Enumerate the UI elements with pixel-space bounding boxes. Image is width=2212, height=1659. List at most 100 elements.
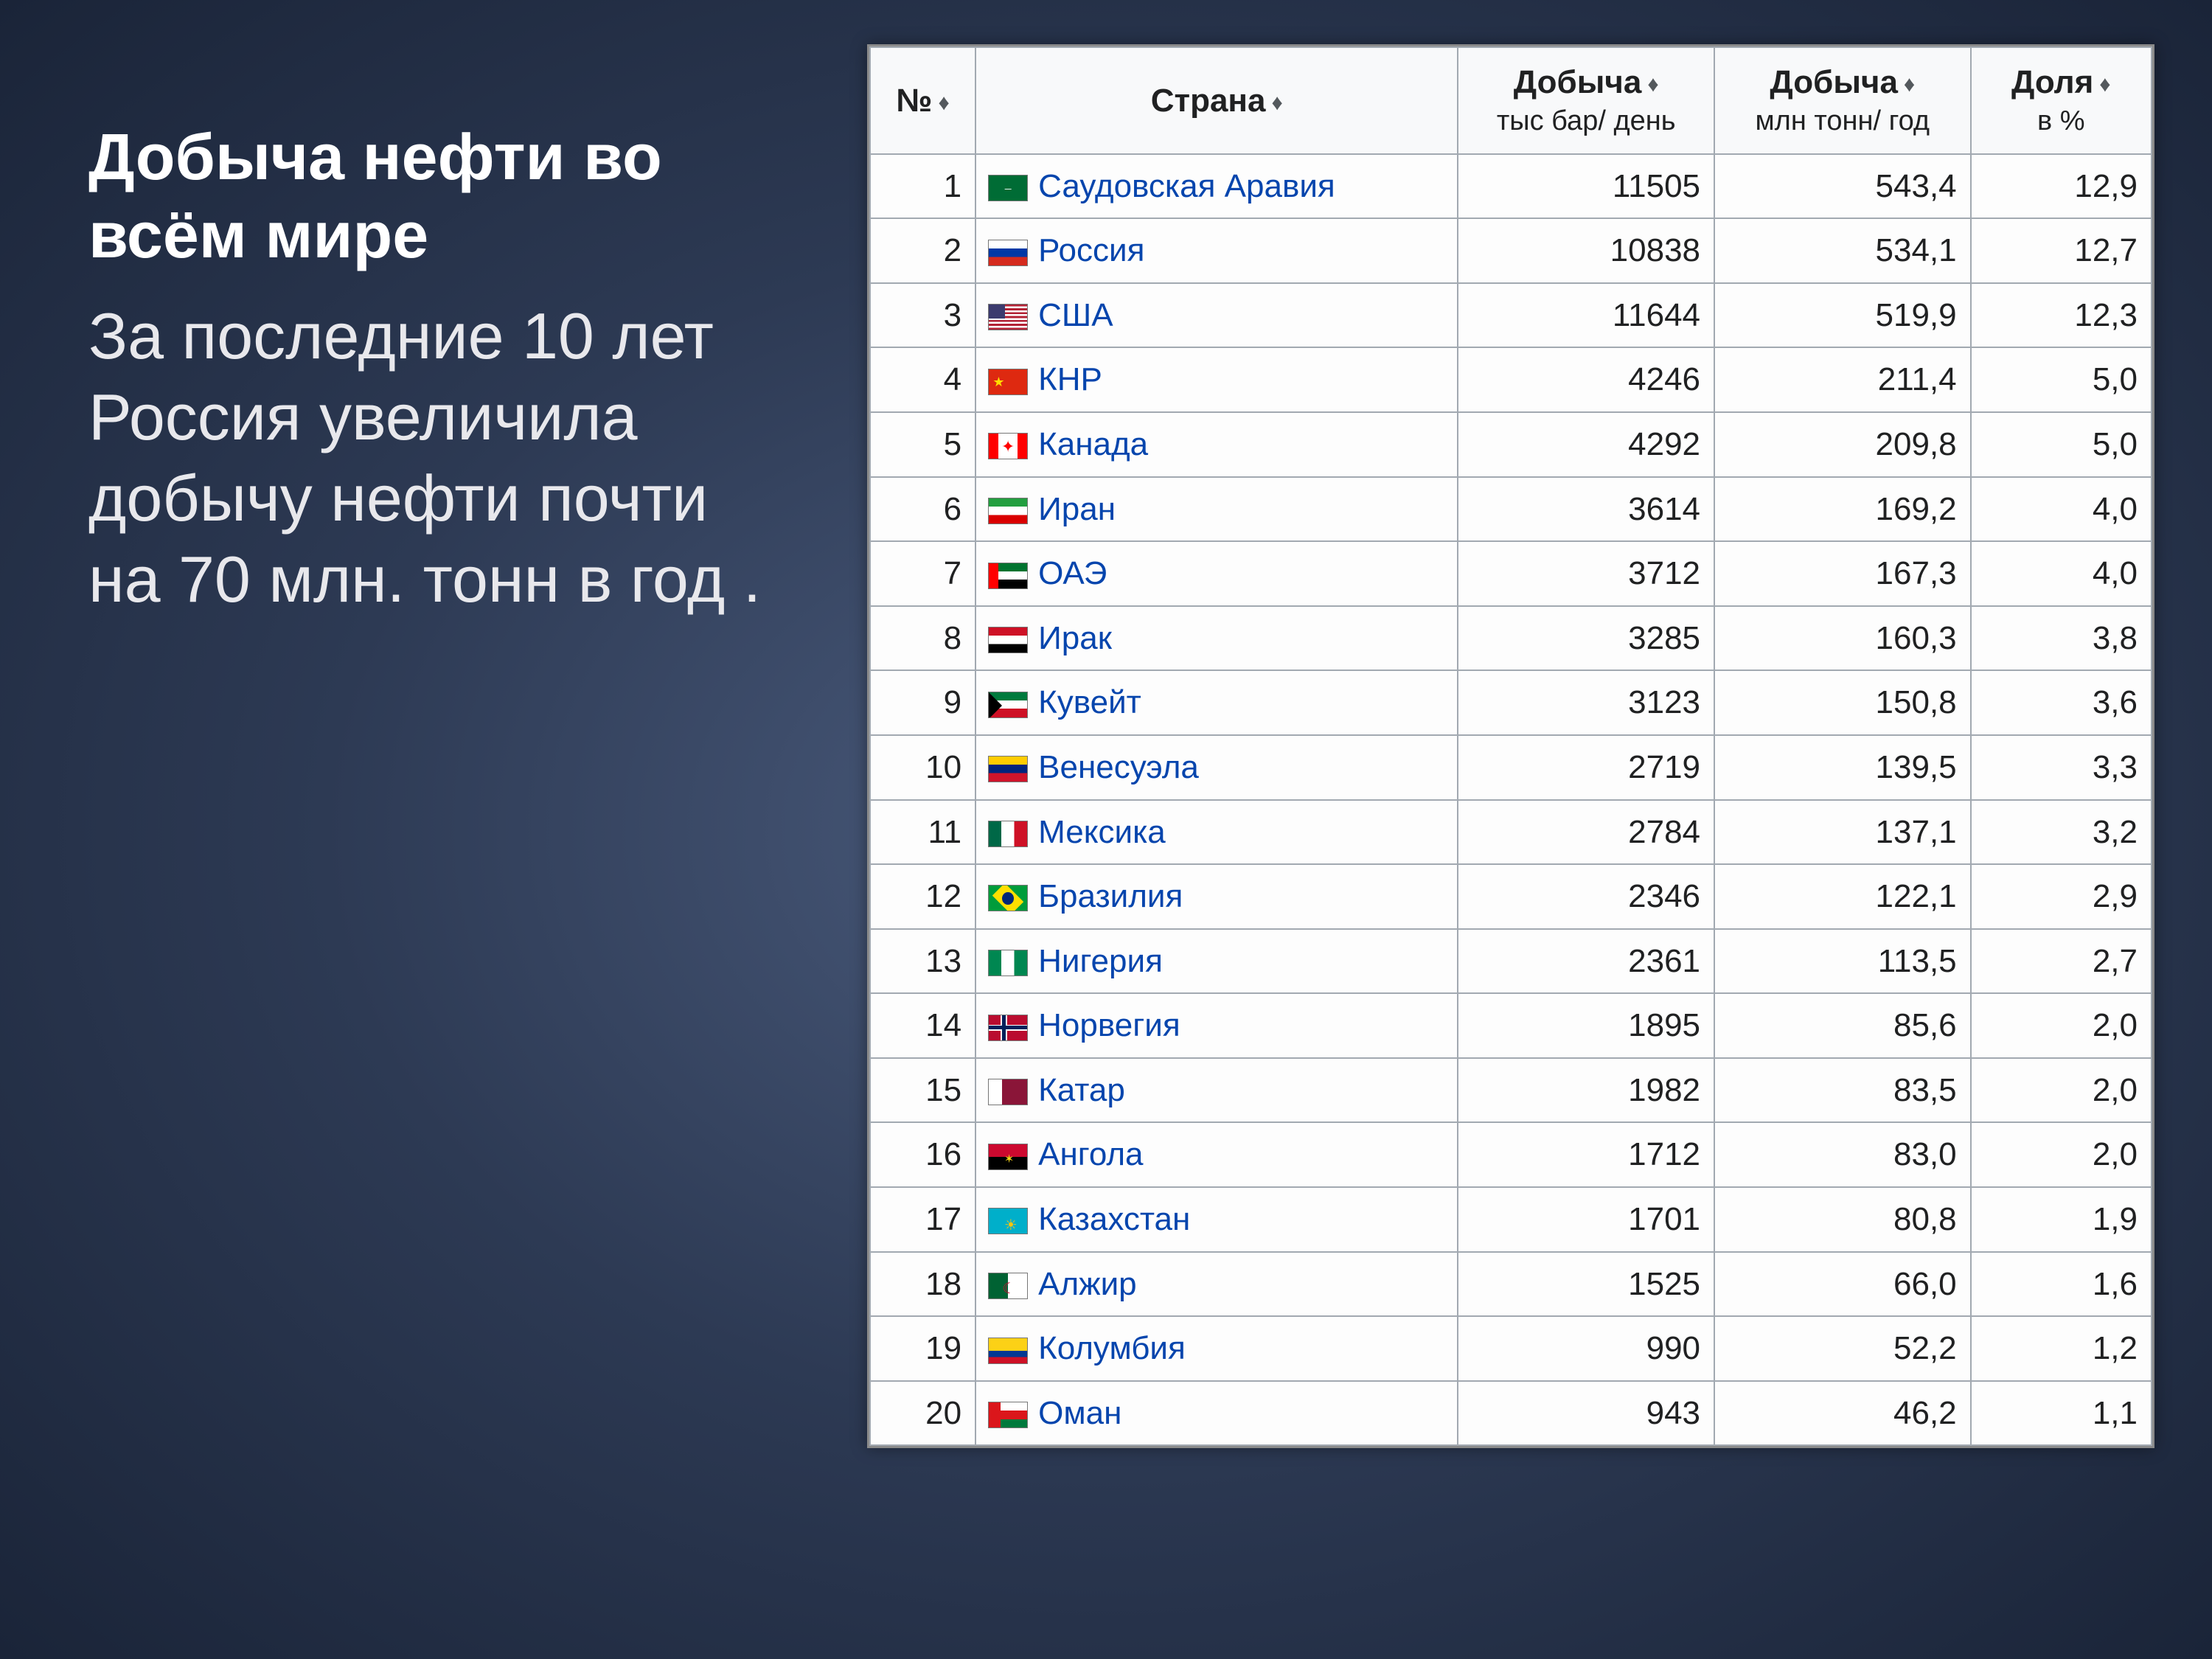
rank-cell: 9 bbox=[870, 670, 975, 735]
country-link[interactable]: Колумбия bbox=[1038, 1330, 1186, 1366]
country-cell: Россия bbox=[975, 218, 1458, 283]
country-link[interactable]: Алжир bbox=[1038, 1266, 1137, 1302]
country-link[interactable]: Ангола bbox=[1038, 1136, 1143, 1172]
barrels-cell: 3123 bbox=[1458, 670, 1714, 735]
share-cell: 4,0 bbox=[1971, 477, 2152, 542]
country-link[interactable]: Нигерия bbox=[1038, 943, 1163, 979]
country-link[interactable]: Бразилия bbox=[1038, 878, 1183, 914]
rank-cell: 4 bbox=[870, 347, 975, 412]
tonnes-cell: 519,9 bbox=[1714, 283, 1971, 348]
country-link[interactable]: Норвегия bbox=[1038, 1007, 1180, 1043]
flag-icon: ✦ bbox=[988, 433, 1028, 459]
country-cell: Норвегия bbox=[975, 993, 1458, 1058]
share-cell: 2,0 bbox=[1971, 993, 2152, 1058]
table-row: 6Иран3614169,24,0 bbox=[870, 477, 2152, 542]
barrels-cell: 990 bbox=[1458, 1316, 1714, 1381]
country-cell: США bbox=[975, 283, 1458, 348]
tonnes-cell: 211,4 bbox=[1714, 347, 1971, 412]
barrels-cell: 3285 bbox=[1458, 606, 1714, 671]
rank-cell: 8 bbox=[870, 606, 975, 671]
tonnes-cell: 139,5 bbox=[1714, 735, 1971, 800]
country-link[interactable]: Казахстан bbox=[1038, 1201, 1190, 1237]
rank-cell: 11 bbox=[870, 800, 975, 865]
flag-icon bbox=[988, 1015, 1028, 1041]
table-row: 16✶Ангола171283,02,0 bbox=[870, 1122, 2152, 1187]
share-cell: 2,0 bbox=[1971, 1058, 2152, 1123]
table-body: 1ـــСаудовская Аравия11505543,412,92Росс… bbox=[870, 154, 2152, 1446]
tonnes-cell: 137,1 bbox=[1714, 800, 1971, 865]
barrels-cell: 1982 bbox=[1458, 1058, 1714, 1123]
country-link[interactable]: ОАЭ bbox=[1038, 555, 1107, 591]
country-cell: Мексика bbox=[975, 800, 1458, 865]
rank-cell: 12 bbox=[870, 864, 975, 929]
barrels-cell: 2346 bbox=[1458, 864, 1714, 929]
country-cell: Кувейт bbox=[975, 670, 1458, 735]
barrels-cell: 10838 bbox=[1458, 218, 1714, 283]
barrels-cell: 1895 bbox=[1458, 993, 1714, 1058]
country-link[interactable]: Ирак bbox=[1038, 620, 1112, 656]
tonnes-cell: 66,0 bbox=[1714, 1252, 1971, 1317]
country-link[interactable]: КНР bbox=[1038, 361, 1102, 397]
barrels-cell: 2719 bbox=[1458, 735, 1714, 800]
share-cell: 3,3 bbox=[1971, 735, 2152, 800]
table-row: 11Мексика2784137,13,2 bbox=[870, 800, 2152, 865]
table-row: 20Оман94346,21,1 bbox=[870, 1381, 2152, 1446]
header-label: Доля bbox=[2011, 64, 2093, 100]
country-link[interactable]: США bbox=[1038, 297, 1113, 333]
slide-title: Добыча нефти во всём мире bbox=[88, 118, 796, 274]
table-row: 18☾Алжир152566,01,6 bbox=[870, 1252, 2152, 1317]
rank-cell: 5 bbox=[870, 412, 975, 477]
tonnes-cell: 83,5 bbox=[1714, 1058, 1971, 1123]
share-cell: 12,7 bbox=[1971, 218, 2152, 283]
share-cell: 4,0 bbox=[1971, 541, 2152, 606]
header-label: № bbox=[896, 83, 932, 119]
column-header-share[interactable]: Доля♦в % bbox=[1971, 47, 2152, 154]
data-table: №♦Страна♦Добыча♦тыс бар/ деньДобыча♦млн … bbox=[869, 46, 2152, 1446]
country-link[interactable]: Катар bbox=[1038, 1072, 1125, 1108]
country-cell: ـــСаудовская Аравия bbox=[975, 154, 1458, 219]
share-cell: 3,2 bbox=[1971, 800, 2152, 865]
rank-cell: 15 bbox=[870, 1058, 975, 1123]
country-cell: Катар bbox=[975, 1058, 1458, 1123]
tonnes-cell: 113,5 bbox=[1714, 929, 1971, 994]
flag-icon bbox=[988, 1079, 1028, 1105]
flag-icon bbox=[988, 1338, 1028, 1364]
barrels-cell: 11644 bbox=[1458, 283, 1714, 348]
share-cell: 1,2 bbox=[1971, 1316, 2152, 1381]
country-link[interactable]: Россия bbox=[1038, 232, 1144, 268]
table-row: 19Колумбия99052,21,2 bbox=[870, 1316, 2152, 1381]
flag-icon: ✶ bbox=[988, 1144, 1028, 1170]
header-label: Страна bbox=[1151, 83, 1266, 119]
country-link[interactable]: Канада bbox=[1038, 426, 1148, 462]
column-header-country[interactable]: Страна♦ bbox=[975, 47, 1458, 154]
flag-icon bbox=[988, 498, 1028, 524]
table-row: 9Кувейт3123150,83,6 bbox=[870, 670, 2152, 735]
column-header-tonnes[interactable]: Добыча♦млн тонн/ год bbox=[1714, 47, 1971, 154]
column-header-barrels[interactable]: Добыча♦тыс бар/ день bbox=[1458, 47, 1714, 154]
share-cell: 1,1 bbox=[1971, 1381, 2152, 1446]
table-header-row: №♦Страна♦Добыча♦тыс бар/ деньДобыча♦млн … bbox=[870, 47, 2152, 154]
table-row: 12Бразилия2346122,12,9 bbox=[870, 864, 2152, 929]
country-cell: Бразилия bbox=[975, 864, 1458, 929]
flag-icon bbox=[988, 627, 1028, 653]
country-link[interactable]: Саудовская Аравия bbox=[1038, 168, 1335, 204]
country-cell: Венесуэла bbox=[975, 735, 1458, 800]
header-label: Добыча bbox=[1514, 64, 1642, 100]
country-link[interactable]: Кувейт bbox=[1038, 684, 1141, 720]
country-link[interactable]: Мексика bbox=[1038, 814, 1166, 850]
country-link[interactable]: Иран bbox=[1038, 491, 1116, 527]
country-link[interactable]: Оман bbox=[1038, 1395, 1121, 1431]
table-row: 7ОАЭ3712167,34,0 bbox=[870, 541, 2152, 606]
column-header-rank[interactable]: №♦ bbox=[870, 47, 975, 154]
flag-icon bbox=[988, 692, 1028, 718]
tonnes-cell: 534,1 bbox=[1714, 218, 1971, 283]
share-cell: 3,6 bbox=[1971, 670, 2152, 735]
country-link[interactable]: Венесуэла bbox=[1038, 749, 1199, 785]
flag-icon bbox=[988, 885, 1028, 911]
tonnes-cell: 169,2 bbox=[1714, 477, 1971, 542]
tonnes-cell: 167,3 bbox=[1714, 541, 1971, 606]
rank-cell: 18 bbox=[870, 1252, 975, 1317]
table-head: №♦Страна♦Добыча♦тыс бар/ деньДобыча♦млн … bbox=[870, 47, 2152, 154]
share-cell: 1,6 bbox=[1971, 1252, 2152, 1317]
flag-icon: ☾ bbox=[988, 1273, 1028, 1299]
